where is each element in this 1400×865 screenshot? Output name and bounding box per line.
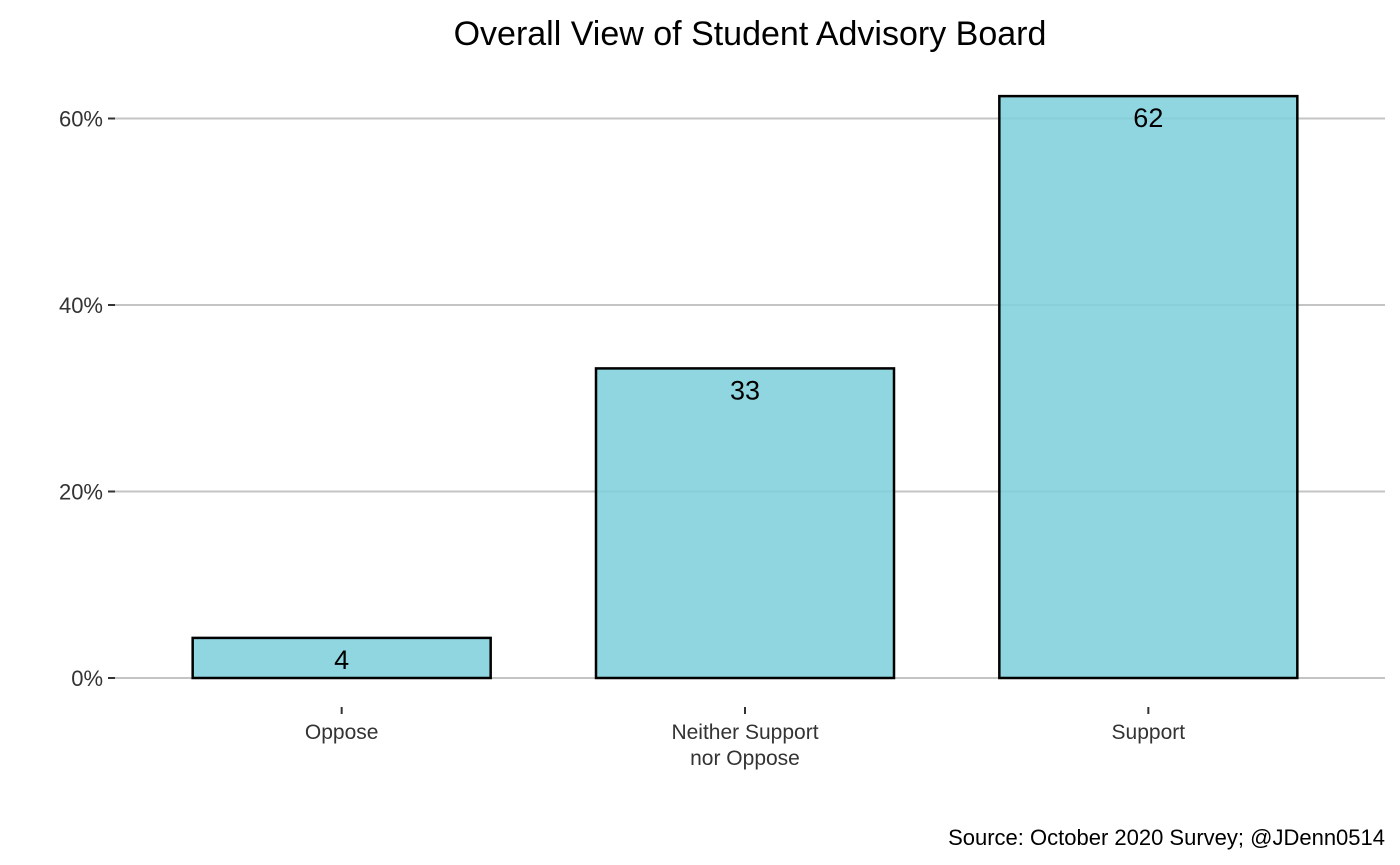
x-tick-label: Support [1112, 721, 1186, 744]
bar-value-label: 4 [334, 645, 349, 675]
chart-caption: Source: October 2020 Survey; @JDenn0514 [948, 825, 1385, 850]
y-axis: 0% 20% 40% 60% [59, 107, 115, 691]
x-tick-label: Neither Support [671, 721, 818, 744]
y-tick-label: 40% [59, 293, 103, 318]
bar-value-label: 62 [1133, 103, 1163, 133]
chart-title: Overall View of Student Advisory Board [454, 15, 1047, 53]
bar [191, 636, 492, 680]
bar [998, 94, 1299, 680]
bar-value-label: 33 [730, 375, 760, 405]
x-axis: Oppose Neither Support nor Oppose Support [305, 707, 1185, 770]
x-tick-label: Oppose [305, 721, 379, 744]
x-tick-label: nor Oppose [690, 747, 800, 770]
y-tick-label: 60% [59, 107, 103, 132]
bars: 4 33 62 [191, 94, 1299, 680]
bar [594, 367, 896, 680]
y-tick-label: 20% [59, 480, 103, 505]
y-tick-label: 0% [71, 666, 103, 691]
